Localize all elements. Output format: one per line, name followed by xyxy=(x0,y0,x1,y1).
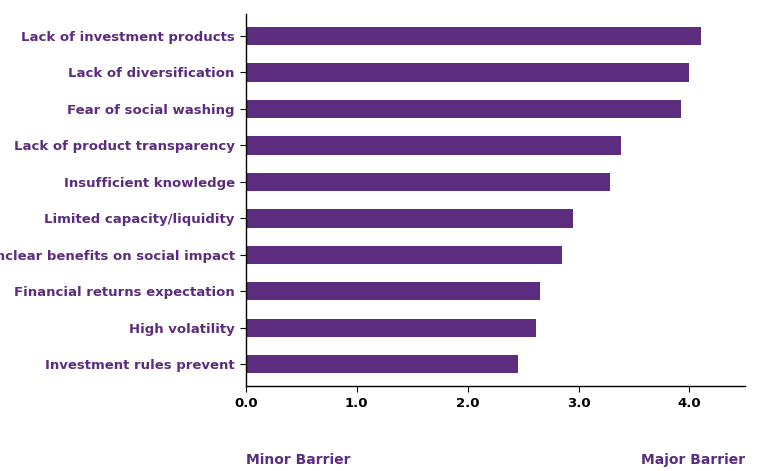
Bar xyxy=(246,173,610,191)
Bar xyxy=(246,27,700,45)
Bar xyxy=(246,100,680,118)
Bar xyxy=(246,209,573,227)
Bar xyxy=(246,319,536,337)
Text: Major Barrier: Major Barrier xyxy=(641,453,745,467)
Text: Minor Barrier: Minor Barrier xyxy=(246,453,350,467)
Bar xyxy=(246,136,621,154)
Bar xyxy=(246,355,518,374)
Bar xyxy=(246,282,540,300)
Bar xyxy=(246,64,690,81)
Bar xyxy=(246,246,562,264)
